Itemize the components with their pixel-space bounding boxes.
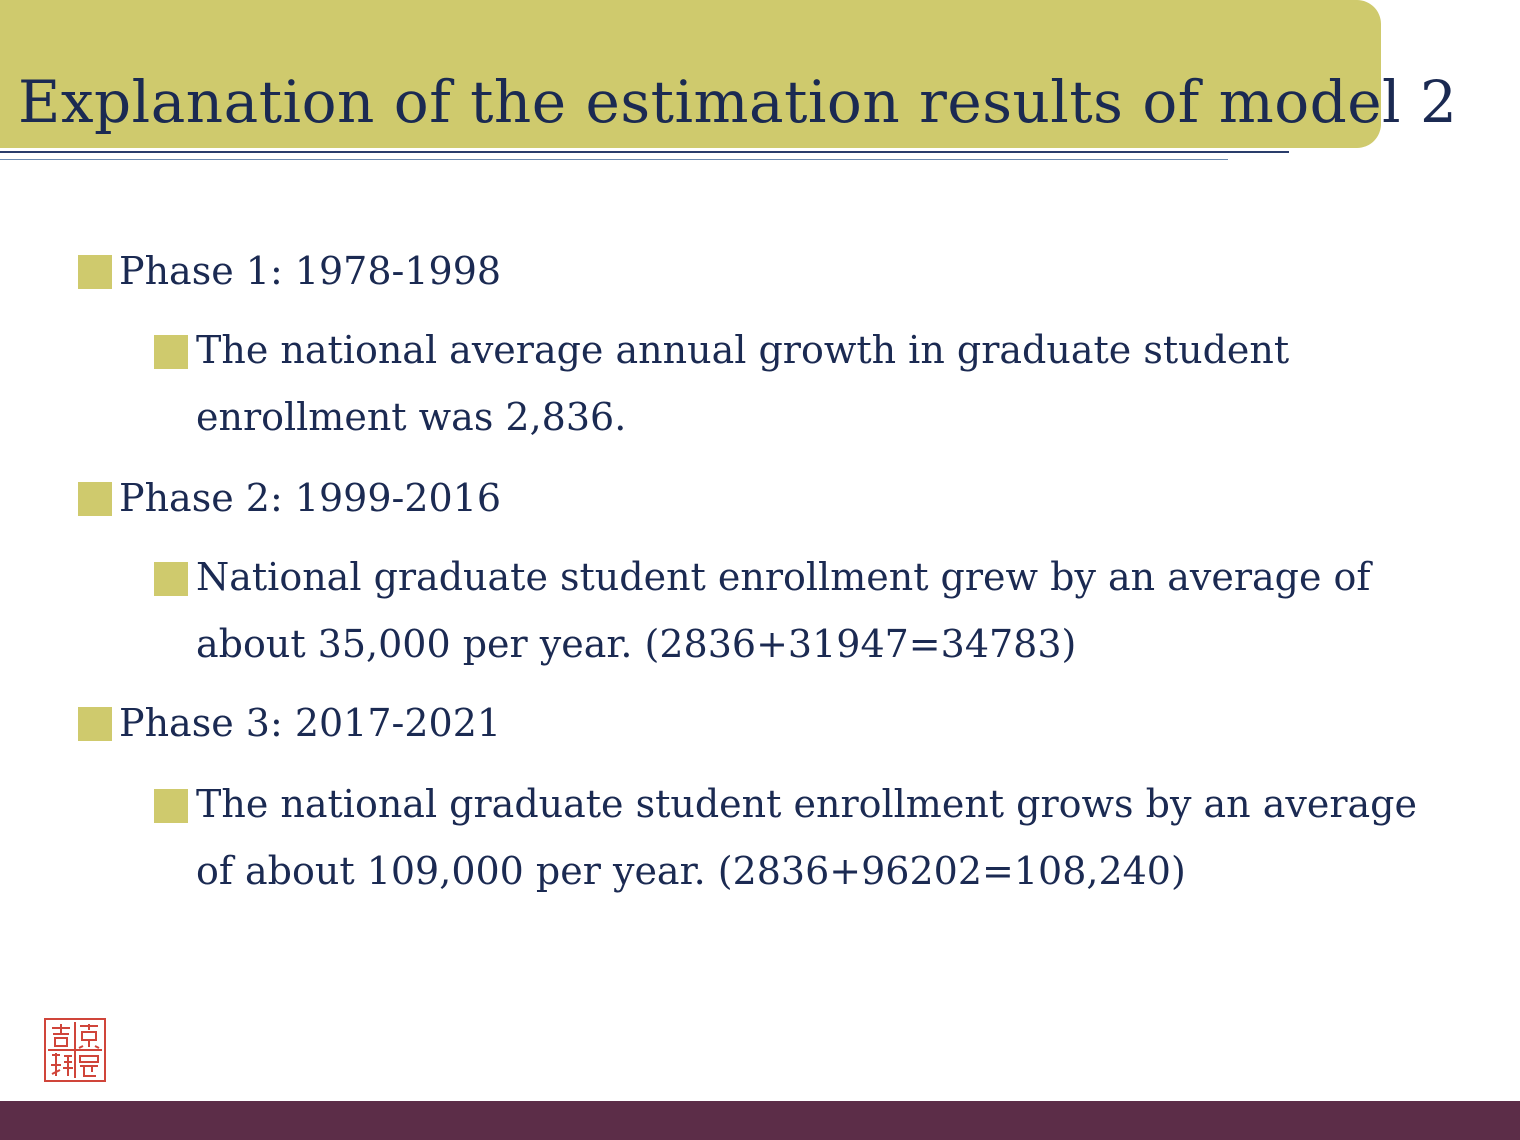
footer-bar [0,1101,1520,1140]
phase-heading: Phase 3: 2017-2021 [119,701,502,745]
phase-heading: Phase 2: 1999-2016 [119,476,502,520]
title-bar: Explanation of the estimation results of… [0,0,1457,148]
sub-bullet-phase-2: National graduate student enrollment gre… [154,544,1454,678]
title-divider-thin [0,159,1228,160]
bullet-phase-1: Phase 1: 1978-1998 [78,243,501,299]
square-bullet-icon [78,255,112,289]
university-seal-icon [44,1018,106,1082]
square-bullet-icon [154,789,188,823]
phase-detail: The national graduate student enrollment… [196,782,1417,893]
sub-bullet-phase-3: The national graduate student enrollment… [154,771,1454,905]
phase-detail: National graduate student enrollment gre… [196,555,1371,666]
square-bullet-icon [78,482,112,516]
square-bullet-icon [78,707,112,741]
bullet-phase-3: Phase 3: 2017-2021 [78,695,501,751]
bullet-phase-2: Phase 2: 1999-2016 [78,470,501,526]
square-bullet-icon [154,335,188,369]
title-divider-thick [0,151,1289,153]
slide-title: Explanation of the estimation results of… [18,68,1458,136]
square-bullet-icon [154,562,188,596]
phase-heading: Phase 1: 1978-1998 [119,249,502,293]
sub-bullet-phase-1: The national average annual growth in gr… [154,317,1454,451]
phase-detail: The national average annual growth in gr… [196,328,1290,439]
